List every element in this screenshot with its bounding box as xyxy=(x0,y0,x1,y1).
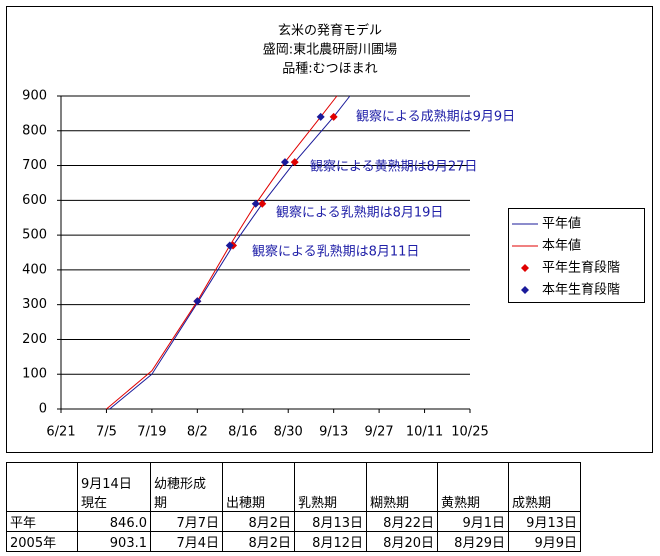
data-table: 9月14日 現在 幼穂形成 期出穂期 乳熟期 糊熟期 黄熟期 成熟期 平年 846.0 7月7日… xyxy=(6,462,581,552)
table-cell: 9月9日 xyxy=(508,531,581,552)
table-cell: 2005年 xyxy=(6,531,78,552)
chart-title: 盛岡:東北農研厨川圃場 xyxy=(263,42,397,58)
header-cell: 出穂期 xyxy=(222,462,295,512)
table-cell: 846.0 xyxy=(77,511,151,532)
annotation: 観察による乳熟期は8月11日 xyxy=(252,244,419,260)
data-point xyxy=(225,241,234,250)
table-cell: 8月29日 xyxy=(437,531,509,552)
legend-label: 平年値 xyxy=(542,216,581,232)
x-tick-label: 8/30 xyxy=(274,425,303,440)
data-line xyxy=(109,95,351,410)
data-point xyxy=(316,112,325,121)
table-cell: 7月7日 xyxy=(150,511,223,532)
table-cell: 903.1 xyxy=(77,531,151,552)
y-tick-label: 200 xyxy=(22,332,47,347)
data-point xyxy=(290,158,299,167)
table-row: 9月14日 現在 幼穂形成 期出穂期 乳熟期 糊熟期 黄熟期 成熟期 xyxy=(6,462,581,512)
y-tick-label: 100 xyxy=(22,367,47,382)
table-cell: 8月22日 xyxy=(366,511,438,532)
y-tick-label: 900 xyxy=(22,89,47,104)
x-tick-label: 10/25 xyxy=(451,425,488,440)
x-tick-label: 7/5 xyxy=(96,425,117,440)
table-cell: 8月20日 xyxy=(366,531,438,552)
x-tick-label: 8/16 xyxy=(228,425,257,440)
table-cell: 7月4日 xyxy=(150,531,223,552)
header-cell: 黄熟期 xyxy=(437,462,509,512)
y-tick-label: 800 xyxy=(22,123,47,138)
table-row: 平年 846.0 7月7日 8月2日 8月13日 8月22日 9月1日 9月13日 xyxy=(6,511,581,532)
y-tick-label: 600 xyxy=(22,193,47,208)
legend-label: 平年生育段階 xyxy=(542,260,620,276)
y-tick-label: 500 xyxy=(22,228,47,243)
table-cell: 8月13日 xyxy=(294,511,367,532)
chart-frame xyxy=(6,6,653,453)
x-tick-label: 6/21 xyxy=(46,425,75,440)
table-cell: 8月2日 xyxy=(222,511,295,532)
annotation: 観察による黄熟期は8月27日 xyxy=(310,159,477,175)
table-cell: 8月2日 xyxy=(222,531,295,552)
y-tick-label: 300 xyxy=(22,297,47,312)
x-tick-label: 9/13 xyxy=(319,425,348,440)
y-tick-label: 0 xyxy=(39,402,47,417)
chart-title: 玄米の発育モデル xyxy=(278,23,382,39)
header-cell: 9月14日 現在 xyxy=(77,462,151,512)
x-tick-label: 8/2 xyxy=(187,425,208,440)
data-line xyxy=(106,95,338,410)
x-tick-label: 9/27 xyxy=(365,425,394,440)
data-point xyxy=(258,199,267,208)
header-cell: 糊熟期 xyxy=(366,462,438,512)
plot-area xyxy=(61,96,470,409)
header-cell: 成熟期 xyxy=(508,462,581,512)
legend-label: 本年生育段階 xyxy=(542,282,620,298)
chart-title: 品種:むつほまれ xyxy=(282,61,377,77)
y-tick-label: 400 xyxy=(22,262,47,277)
annotation: 観察による成熟期は9月9日 xyxy=(356,109,515,125)
data-point xyxy=(251,199,260,208)
header-cell: 乳熟期 xyxy=(294,462,367,512)
table-cell: 平年 xyxy=(6,511,78,532)
legend-swatch xyxy=(521,286,529,294)
x-tick-label: 10/11 xyxy=(406,425,443,440)
table-row: 2005年 903.1 7月4日 8月2日 8月12日 8月20日 8月29日 9月9日 xyxy=(6,531,581,552)
y-tick-label: 700 xyxy=(22,158,47,173)
data-point xyxy=(329,112,338,121)
header-cell: 幼穂形成 期 xyxy=(150,462,223,512)
data-point xyxy=(193,297,202,306)
data-point xyxy=(280,158,289,167)
table-cell: 8月12日 xyxy=(294,531,367,552)
table-cell: 9月13日 xyxy=(508,511,581,532)
legend-swatch xyxy=(521,264,529,272)
annotation: 観察による乳熟期は8月19日 xyxy=(276,205,443,221)
legend-label: 本年値 xyxy=(542,238,581,254)
header-cell xyxy=(6,462,78,512)
x-tick-label: 7/19 xyxy=(137,425,166,440)
table-cell: 9月1日 xyxy=(437,511,509,532)
